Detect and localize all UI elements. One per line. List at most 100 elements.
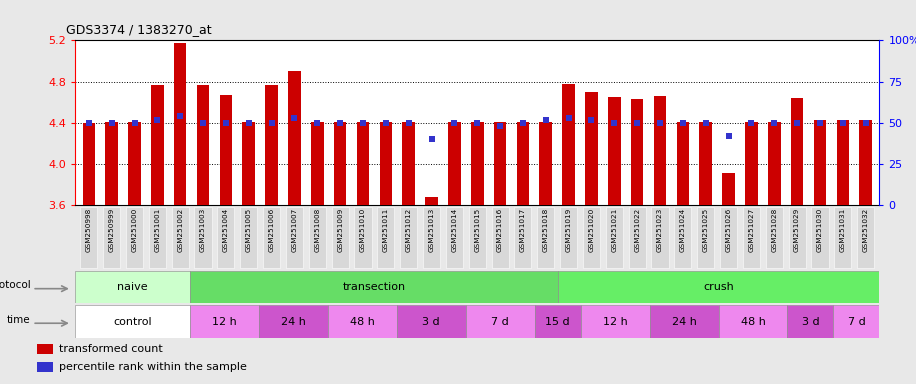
Text: GSM251030: GSM251030	[817, 207, 823, 252]
Text: 12 h: 12 h	[213, 316, 237, 327]
Text: transection: transection	[343, 282, 406, 292]
Bar	[745, 122, 758, 205]
Text: GSM251015: GSM251015	[474, 207, 480, 252]
Text: 15 d: 15 d	[545, 316, 570, 327]
Point	[858, 120, 873, 126]
FancyBboxPatch shape	[515, 207, 531, 268]
Point	[424, 136, 439, 142]
Text: GSM251018: GSM251018	[543, 207, 549, 252]
Text: GSM251007: GSM251007	[291, 207, 298, 252]
FancyBboxPatch shape	[400, 207, 418, 268]
Bar	[859, 120, 872, 205]
Text: crush: crush	[703, 282, 734, 292]
Text: GDS3374 / 1383270_at: GDS3374 / 1383270_at	[66, 23, 212, 36]
Text: 48 h: 48 h	[740, 316, 766, 327]
Point	[470, 120, 485, 126]
FancyBboxPatch shape	[537, 207, 554, 268]
Text: GSM251024: GSM251024	[680, 207, 686, 252]
FancyBboxPatch shape	[240, 207, 257, 268]
Text: 7 d: 7 d	[491, 316, 509, 327]
Point	[653, 120, 668, 126]
Point	[790, 120, 804, 126]
Text: GSM251022: GSM251022	[634, 207, 640, 252]
Text: GSM251003: GSM251003	[200, 207, 206, 252]
Bar	[700, 122, 712, 205]
Text: naive: naive	[117, 282, 147, 292]
FancyBboxPatch shape	[651, 207, 669, 268]
FancyBboxPatch shape	[148, 207, 166, 268]
FancyBboxPatch shape	[560, 207, 577, 268]
Text: GSM251014: GSM251014	[452, 207, 457, 252]
FancyBboxPatch shape	[354, 207, 372, 268]
Text: GSM251005: GSM251005	[245, 207, 252, 252]
FancyBboxPatch shape	[581, 305, 649, 338]
FancyBboxPatch shape	[332, 207, 349, 268]
Text: GSM251011: GSM251011	[383, 207, 389, 252]
FancyBboxPatch shape	[766, 207, 783, 268]
Point	[721, 133, 736, 139]
Point	[562, 115, 576, 121]
Text: GSM251021: GSM251021	[611, 207, 617, 252]
Text: GSM251029: GSM251029	[794, 207, 800, 252]
Text: 24 h: 24 h	[281, 316, 306, 327]
Bar	[311, 122, 323, 205]
Text: 24 h: 24 h	[671, 316, 696, 327]
FancyBboxPatch shape	[171, 207, 189, 268]
FancyBboxPatch shape	[628, 207, 646, 268]
Point	[630, 120, 645, 126]
FancyBboxPatch shape	[309, 207, 326, 268]
Bar	[82, 123, 95, 205]
Point	[265, 120, 279, 126]
Bar	[471, 122, 484, 205]
Bar	[791, 98, 803, 205]
Text: protocol: protocol	[0, 280, 31, 290]
FancyBboxPatch shape	[469, 207, 485, 268]
Point	[516, 120, 530, 126]
FancyBboxPatch shape	[190, 271, 558, 303]
FancyBboxPatch shape	[697, 207, 714, 268]
Bar	[517, 122, 529, 205]
Bar	[836, 120, 849, 205]
Text: GSM251020: GSM251020	[588, 207, 594, 252]
Bar	[174, 43, 187, 205]
FancyBboxPatch shape	[535, 305, 581, 338]
Point	[242, 120, 256, 126]
FancyBboxPatch shape	[834, 207, 851, 268]
Text: GSM251004: GSM251004	[223, 207, 229, 252]
FancyBboxPatch shape	[465, 305, 535, 338]
Point	[355, 120, 370, 126]
Text: GSM251027: GSM251027	[748, 207, 755, 252]
FancyBboxPatch shape	[583, 207, 600, 268]
Point	[607, 120, 622, 126]
FancyBboxPatch shape	[674, 207, 692, 268]
FancyBboxPatch shape	[397, 305, 465, 338]
Text: GSM250999: GSM250999	[109, 207, 114, 252]
Bar	[723, 174, 735, 205]
Bar	[608, 97, 621, 205]
FancyBboxPatch shape	[834, 305, 879, 338]
Text: 7 d: 7 d	[847, 316, 866, 327]
Text: GSM251000: GSM251000	[132, 207, 137, 252]
Point	[493, 123, 507, 129]
Bar	[37, 362, 53, 372]
Bar	[333, 122, 346, 205]
Text: GSM251012: GSM251012	[406, 207, 411, 252]
Text: 48 h: 48 h	[350, 316, 375, 327]
Bar	[540, 122, 552, 205]
Bar	[402, 122, 415, 205]
Text: GSM251025: GSM251025	[703, 207, 709, 252]
Text: 3 d: 3 d	[422, 316, 440, 327]
Bar	[562, 84, 575, 205]
Bar	[813, 120, 826, 205]
Text: GSM251019: GSM251019	[565, 207, 572, 252]
Bar	[768, 122, 780, 205]
Point	[196, 120, 211, 126]
Point	[812, 120, 827, 126]
Text: 12 h: 12 h	[603, 316, 627, 327]
Point	[333, 120, 347, 126]
FancyBboxPatch shape	[263, 207, 280, 268]
FancyBboxPatch shape	[81, 207, 97, 268]
Text: GSM251026: GSM251026	[725, 207, 732, 252]
Point	[82, 120, 96, 126]
Point	[150, 116, 165, 122]
